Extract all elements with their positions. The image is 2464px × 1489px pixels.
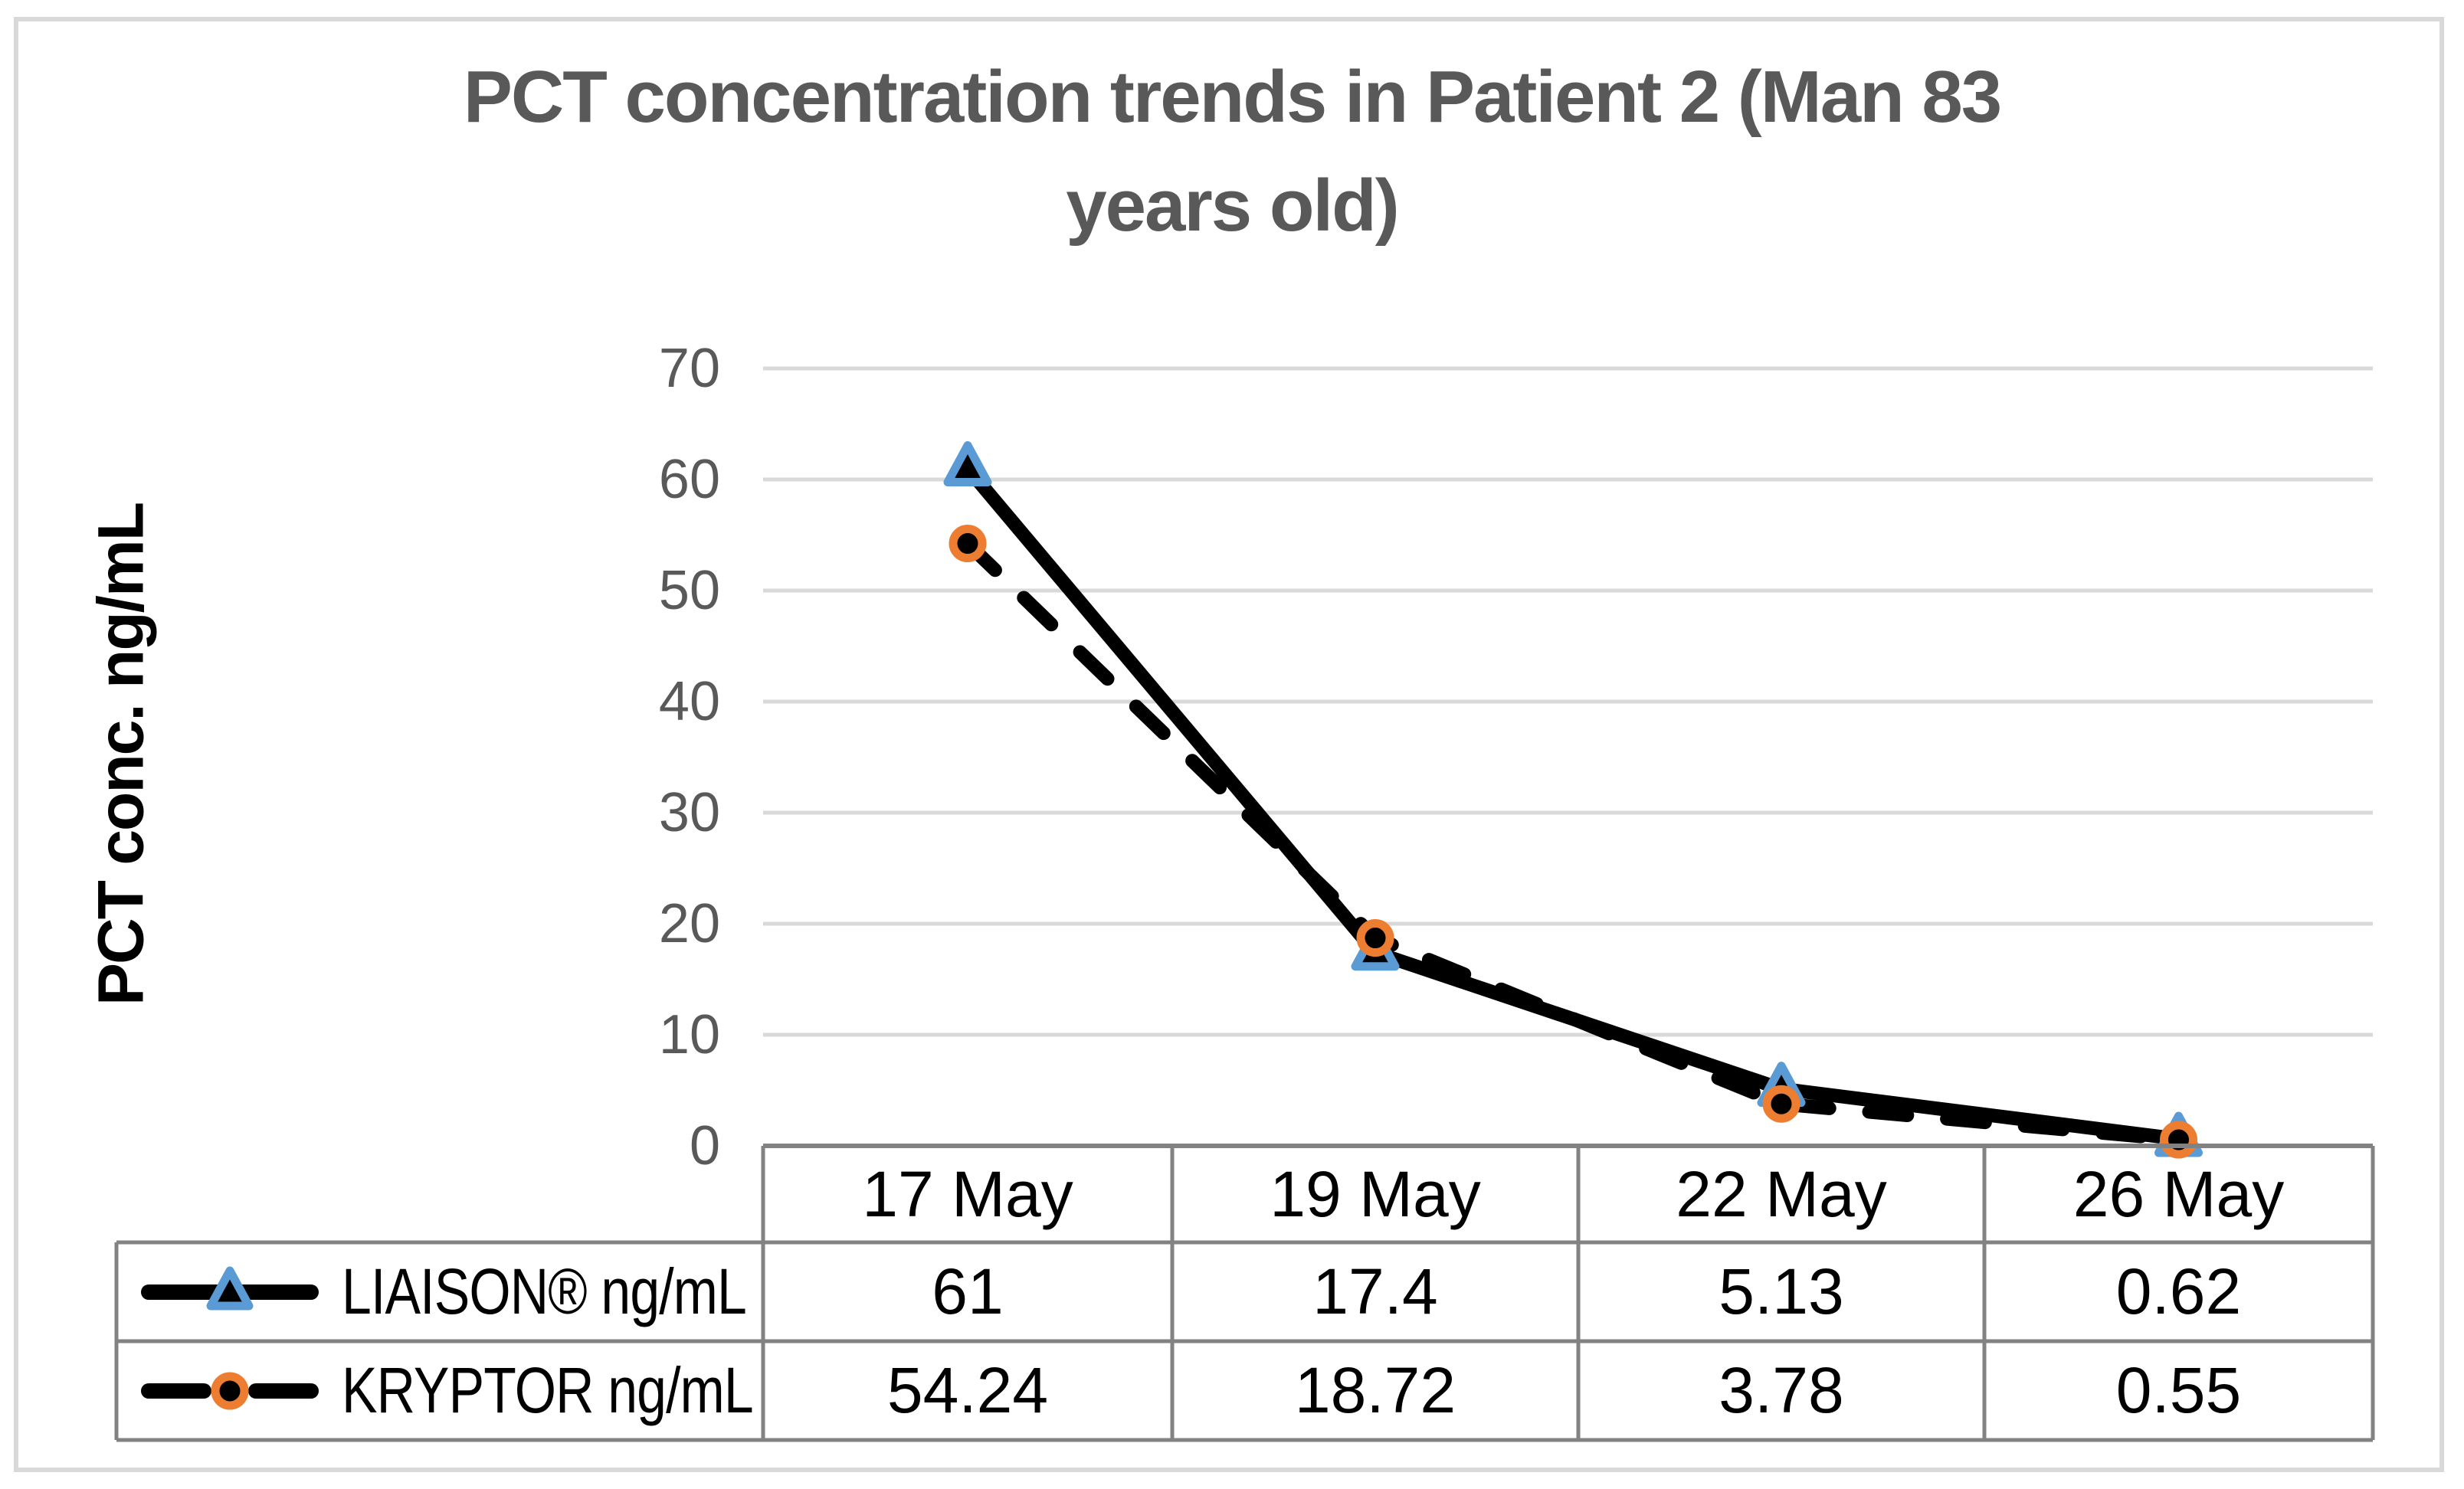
y-axis-tick-label: 40	[658, 671, 720, 732]
y-axis-title: PCT conc. ng/mL	[84, 502, 157, 1006]
table-header-22-may: 22 May	[1676, 1157, 1887, 1230]
table-header-17-may: 17 May	[862, 1157, 1073, 1230]
y-axis-tick-label: 20	[658, 893, 720, 954]
circle-marker	[1356, 919, 1394, 957]
legend-label-kryptor: KRYPTOR ng/mL	[342, 1354, 754, 1426]
table-cell-kryptor-26-may: 0.55	[2115, 1354, 2242, 1426]
series-line	[961, 536, 2186, 1147]
y-axis-tick-label: 10	[658, 1004, 720, 1065]
y-axis-tick-label: 30	[658, 782, 720, 843]
table-cell-liaison-19-may: 17.4	[1312, 1255, 1438, 1327]
table-cell-kryptor-22-may: 3.78	[1719, 1354, 1844, 1426]
table-cell-kryptor-17-may: 54.24	[886, 1354, 1049, 1426]
table-header-19-may: 19 May	[1270, 1157, 1481, 1230]
chart-outer-border	[14, 17, 2444, 1472]
chart-title: PCT concentration trends in Patient 2 (M…	[463, 56, 2002, 247]
circle-marker	[1762, 1085, 1800, 1123]
triangle-marker	[943, 441, 992, 486]
liaison-series-key-icon	[138, 1262, 322, 1323]
legend-item-liaison: LIAISON® ng/mL	[116, 1242, 763, 1341]
circle-marker	[949, 525, 987, 563]
y-axis-tick-label: 70	[658, 338, 720, 399]
table-cell-kryptor-19-may: 18.72	[1294, 1354, 1456, 1426]
table-cell-liaison-22-may: 5.13	[1719, 1255, 1844, 1327]
legend-item-kryptor: KRYPTOR ng/mL	[116, 1341, 763, 1440]
y-axis-tick-label: 60	[658, 449, 720, 510]
legend-label-liaison: LIAISON® ng/mL	[342, 1255, 747, 1327]
kryptor-series-key-icon	[138, 1360, 322, 1422]
table-cell-liaison-17-may: 61	[932, 1255, 1004, 1327]
y-axis-tick-label: 50	[658, 560, 720, 621]
y-axis-tick-label: 0	[689, 1115, 720, 1176]
table-header-26-may: 26 May	[2072, 1157, 2285, 1230]
table-cell-liaison-26-may: 0.62	[2115, 1255, 2242, 1327]
series-line	[961, 461, 2186, 1147]
